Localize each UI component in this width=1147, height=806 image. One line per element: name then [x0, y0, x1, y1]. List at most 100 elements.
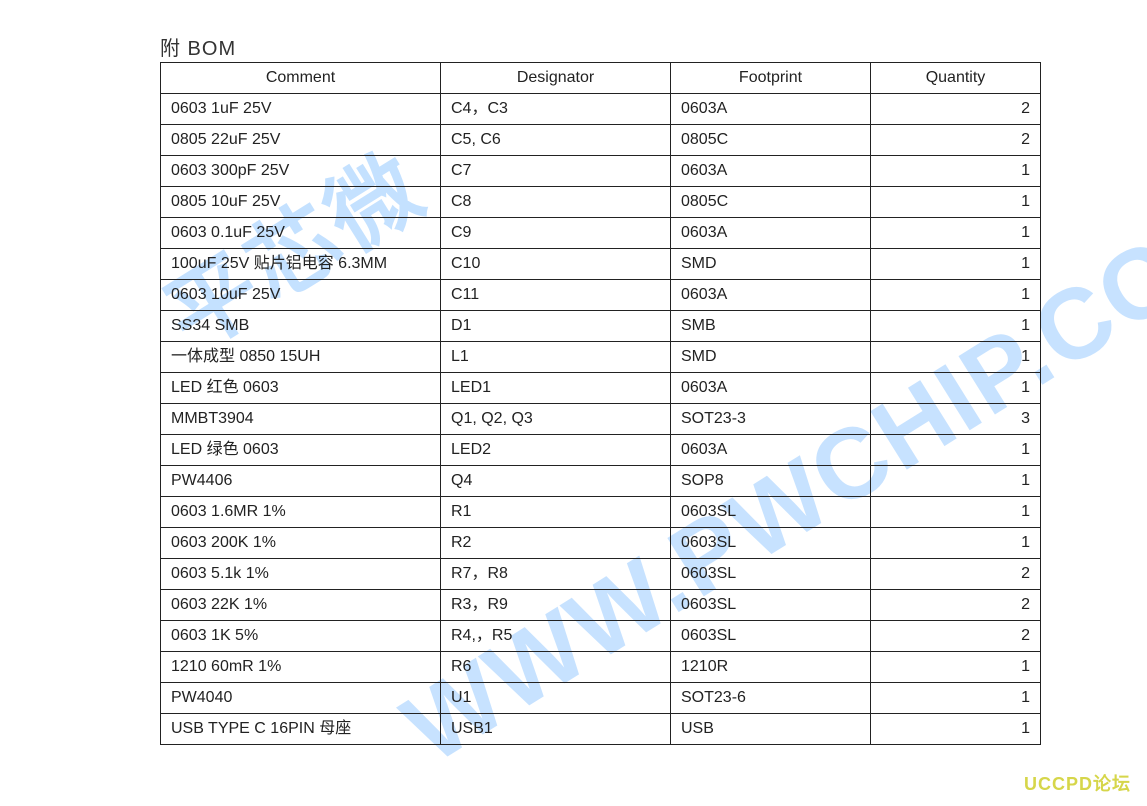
cell-quantity: 2 — [871, 125, 1041, 156]
cell-comment: USB TYPE C 16PIN 母座 — [161, 714, 441, 745]
cell-quantity: 1 — [871, 249, 1041, 280]
cell-footprint: SMD — [671, 249, 871, 280]
cell-quantity: 2 — [871, 621, 1041, 652]
table-row: 0603 1K 5%R4,，R50603SL2 — [161, 621, 1041, 652]
cell-designator: USB1 — [441, 714, 671, 745]
cell-designator: U1 — [441, 683, 671, 714]
cell-footprint: 0603A — [671, 280, 871, 311]
cell-footprint: 0603SL — [671, 621, 871, 652]
col-header-comment: Comment — [161, 63, 441, 94]
cell-comment: 1210 60mR 1% — [161, 652, 441, 683]
cell-comment: 0603 1.6MR 1% — [161, 497, 441, 528]
table-row: 0805 10uF 25VC80805C1 — [161, 187, 1041, 218]
table-row: 0603 300pF 25VC70603A1 — [161, 156, 1041, 187]
cell-footprint: 0603SL — [671, 559, 871, 590]
page-root: 附 BOM 平芯微 WWW.PWCHIP.COM Comment Designa… — [0, 0, 1147, 806]
table-row: PW4406Q4SOP81 — [161, 466, 1041, 497]
cell-designator: R4,，R5 — [441, 621, 671, 652]
cell-footprint: SOP8 — [671, 466, 871, 497]
cell-quantity: 3 — [871, 404, 1041, 435]
cell-comment: SS34 SMB — [161, 311, 441, 342]
table-row: PW4040U1SOT23-61 — [161, 683, 1041, 714]
cell-designator: Q4 — [441, 466, 671, 497]
cell-footprint: 0603A — [671, 156, 871, 187]
cell-comment: 一体成型 0850 15UH — [161, 342, 441, 373]
cell-designator: R2 — [441, 528, 671, 559]
cell-quantity: 1 — [871, 528, 1041, 559]
cell-quantity: 1 — [871, 683, 1041, 714]
page-title: 附 BOM — [160, 32, 236, 61]
cell-footprint: 0805C — [671, 187, 871, 218]
table-row: 0603 0.1uF 25VC90603A1 — [161, 218, 1041, 249]
cell-footprint: USB — [671, 714, 871, 745]
bom-table-wrap: Comment Designator Footprint Quantity 06… — [160, 62, 1040, 745]
table-body: 0603 1uF 25VC4，C30603A20805 22uF 25VC5, … — [161, 94, 1041, 745]
cell-quantity: 1 — [871, 373, 1041, 404]
table-row: SS34 SMBD1SMB1 — [161, 311, 1041, 342]
cell-comment: 0805 22uF 25V — [161, 125, 441, 156]
cell-designator: C7 — [441, 156, 671, 187]
cell-footprint: SMB — [671, 311, 871, 342]
table-row: 0603 1.6MR 1%R10603SL1 — [161, 497, 1041, 528]
table-row: MMBT3904Q1, Q2, Q3SOT23-33 — [161, 404, 1041, 435]
cell-designator: L1 — [441, 342, 671, 373]
cell-comment: 100uF 25V 贴片铝电容 6.3MM — [161, 249, 441, 280]
cell-footprint: 0603SL — [671, 528, 871, 559]
cell-designator: C9 — [441, 218, 671, 249]
cell-designator: R7，R8 — [441, 559, 671, 590]
cell-footprint: SMD — [671, 342, 871, 373]
cell-designator: R3，R9 — [441, 590, 671, 621]
cell-comment: LED 红色 0603 — [161, 373, 441, 404]
cell-footprint: SOT23-3 — [671, 404, 871, 435]
cell-quantity: 2 — [871, 94, 1041, 125]
cell-comment: 0603 22K 1% — [161, 590, 441, 621]
cell-comment: 0603 1K 5% — [161, 621, 441, 652]
cell-designator: C8 — [441, 187, 671, 218]
table-row: 0603 1uF 25VC4，C30603A2 — [161, 94, 1041, 125]
cell-footprint: 0603SL — [671, 590, 871, 621]
table-row: LED 红色 0603LED10603A1 — [161, 373, 1041, 404]
table-row: 0603 5.1k 1%R7，R80603SL2 — [161, 559, 1041, 590]
cell-designator: C5, C6 — [441, 125, 671, 156]
cell-quantity: 1 — [871, 652, 1041, 683]
cell-designator: Q1, Q2, Q3 — [441, 404, 671, 435]
table-row: 0603 10uF 25VC110603A1 — [161, 280, 1041, 311]
cell-comment: 0603 10uF 25V — [161, 280, 441, 311]
cell-footprint: 0603A — [671, 373, 871, 404]
cell-comment: 0805 10uF 25V — [161, 187, 441, 218]
cell-designator: R1 — [441, 497, 671, 528]
cell-footprint: 0603A — [671, 94, 871, 125]
cell-footprint: SOT23-6 — [671, 683, 871, 714]
cell-comment: PW4040 — [161, 683, 441, 714]
cell-quantity: 1 — [871, 311, 1041, 342]
table-row: 一体成型 0850 15UHL1SMD1 — [161, 342, 1041, 373]
cell-quantity: 1 — [871, 280, 1041, 311]
cell-quantity: 1 — [871, 187, 1041, 218]
footer-label: UCCPD论坛 — [1024, 770, 1131, 796]
cell-quantity: 2 — [871, 559, 1041, 590]
col-header-designator: Designator — [441, 63, 671, 94]
cell-quantity: 1 — [871, 156, 1041, 187]
cell-comment: 0603 0.1uF 25V — [161, 218, 441, 249]
cell-footprint: 0805C — [671, 125, 871, 156]
cell-comment: 0603 300pF 25V — [161, 156, 441, 187]
cell-designator: LED2 — [441, 435, 671, 466]
table-header-row: Comment Designator Footprint Quantity — [161, 63, 1041, 94]
table-row: 0603 200K 1%R20603SL1 — [161, 528, 1041, 559]
cell-designator: LED1 — [441, 373, 671, 404]
cell-quantity: 1 — [871, 435, 1041, 466]
cell-designator: C10 — [441, 249, 671, 280]
table-row: 0805 22uF 25VC5, C60805C2 — [161, 125, 1041, 156]
table-row: LED 绿色 0603LED20603A1 — [161, 435, 1041, 466]
cell-comment: LED 绿色 0603 — [161, 435, 441, 466]
cell-quantity: 1 — [871, 218, 1041, 249]
cell-footprint: 0603A — [671, 218, 871, 249]
cell-quantity: 2 — [871, 590, 1041, 621]
table-row: 100uF 25V 贴片铝电容 6.3MMC10SMD1 — [161, 249, 1041, 280]
cell-comment: MMBT3904 — [161, 404, 441, 435]
col-header-quantity: Quantity — [871, 63, 1041, 94]
table-row: 1210 60mR 1%R61210R1 — [161, 652, 1041, 683]
cell-comment: 0603 200K 1% — [161, 528, 441, 559]
cell-footprint: 0603A — [671, 435, 871, 466]
cell-designator: D1 — [441, 311, 671, 342]
